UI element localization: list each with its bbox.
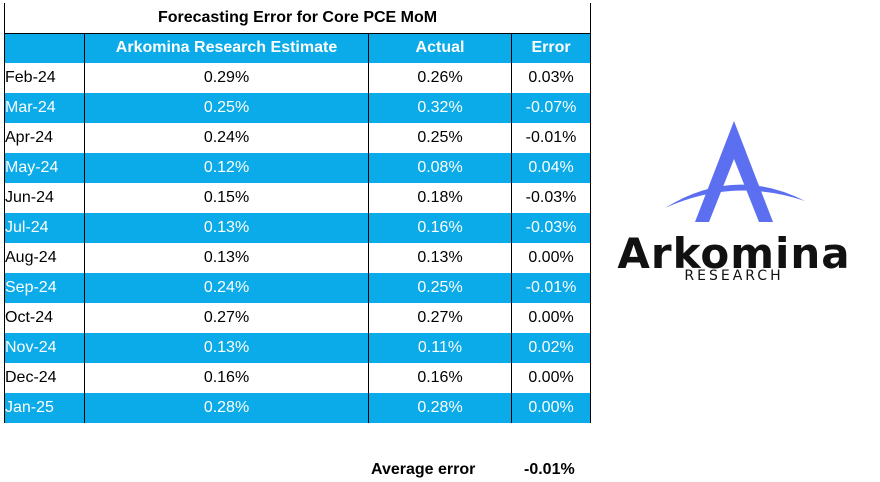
row-actual: 0.11% [368, 333, 512, 363]
row-error: 0.04% [510, 153, 592, 183]
row-month: Dec-24 [4, 363, 85, 393]
row-error: -0.07% [510, 93, 592, 123]
row-month: Mar-24 [4, 93, 85, 123]
row-month: Oct-24 [4, 303, 85, 333]
average-error-label: Average error [371, 461, 476, 478]
row-month: Jul-24 [4, 213, 85, 243]
table-row: Aug-24 0.13% 0.13% 0.00% [4, 243, 592, 273]
table-row: Nov-24 0.13% 0.11% 0.02% [4, 333, 592, 363]
row-month: Jan-25 [4, 393, 85, 423]
row-month: Jun-24 [4, 183, 85, 213]
row-error: -0.01% [510, 123, 592, 153]
row-actual: 0.16% [368, 363, 512, 393]
row-error: 0.00% [510, 393, 592, 423]
row-estimate: 0.24% [84, 273, 369, 303]
row-error: 0.00% [510, 303, 592, 333]
logo-panel: Arkomina RESEARCH [590, 3, 876, 422]
row-error: 0.03% [510, 63, 592, 93]
row-actual: 0.08% [368, 153, 512, 183]
header-actual: Actual [368, 33, 512, 63]
row-actual: 0.26% [368, 63, 512, 93]
row-month: Apr-24 [4, 123, 85, 153]
row-actual: 0.25% [368, 273, 512, 303]
logo-wordmark: Arkomina [617, 229, 851, 278]
table-row: Apr-24 0.24% 0.25% -0.01% [4, 123, 592, 153]
table-row: Jun-24 0.15% 0.18% -0.03% [4, 183, 592, 213]
row-estimate: 0.13% [84, 213, 369, 243]
header-month [4, 33, 85, 63]
row-actual: 0.28% [368, 393, 512, 423]
table-row: May-24 0.12% 0.08% 0.04% [4, 153, 592, 183]
row-actual: 0.13% [368, 243, 512, 273]
row-month: Sep-24 [4, 273, 85, 303]
row-estimate: 0.15% [84, 183, 369, 213]
forecast-error-table: Forecasting Error for Core PCE MoM Arkom… [3, 3, 592, 423]
row-month: Feb-24 [4, 63, 85, 93]
row-estimate: 0.12% [84, 153, 369, 183]
row-actual: 0.18% [368, 183, 512, 213]
table-row: Dec-24 0.16% 0.16% 0.00% [4, 363, 592, 393]
row-month: Aug-24 [4, 243, 85, 273]
logo-a-shape [695, 121, 773, 222]
table-title: Forecasting Error for Core PCE MoM [3, 3, 592, 34]
table-title-row: Forecasting Error for Core PCE MoM [3, 3, 592, 34]
table-row: Feb-24 0.29% 0.26% 0.03% [4, 63, 592, 93]
table-header-row: Arkomina Research Estimate Actual Error [4, 33, 592, 63]
table-row: Sep-24 0.24% 0.25% -0.01% [4, 273, 592, 303]
row-error: 0.00% [510, 243, 592, 273]
row-estimate: 0.27% [84, 303, 369, 333]
row-estimate: 0.29% [84, 63, 369, 93]
row-error: -0.03% [510, 183, 592, 213]
row-error: 0.02% [510, 333, 592, 363]
row-estimate: 0.28% [84, 393, 369, 423]
arkomina-a-icon [665, 121, 805, 222]
row-estimate: 0.25% [84, 93, 369, 123]
table-row: Mar-24 0.25% 0.32% -0.07% [4, 93, 592, 123]
row-month: Nov-24 [4, 333, 85, 363]
row-estimate: 0.13% [84, 333, 369, 363]
row-actual: 0.27% [368, 303, 512, 333]
header-estimate: Arkomina Research Estimate [84, 33, 369, 63]
row-month: May-24 [4, 153, 85, 183]
average-error-value: -0.01% [524, 461, 575, 478]
row-error: 0.00% [510, 363, 592, 393]
table-row: Oct-24 0.27% 0.27% 0.00% [4, 303, 592, 333]
row-error: -0.03% [510, 213, 592, 243]
logo-subtitle: RESEARCH [684, 268, 784, 284]
row-actual: 0.16% [368, 213, 512, 243]
row-actual: 0.25% [368, 123, 512, 153]
logo-swoosh [665, 184, 805, 208]
row-actual: 0.32% [368, 93, 512, 123]
row-error: -0.01% [510, 273, 592, 303]
row-estimate: 0.16% [84, 363, 369, 393]
table-row: Jan-25 0.28% 0.28% 0.00% [4, 393, 592, 423]
row-estimate: 0.24% [84, 123, 369, 153]
row-estimate: 0.13% [84, 243, 369, 273]
table-row: Jul-24 0.13% 0.16% -0.03% [4, 213, 592, 243]
header-error: Error [510, 33, 592, 63]
